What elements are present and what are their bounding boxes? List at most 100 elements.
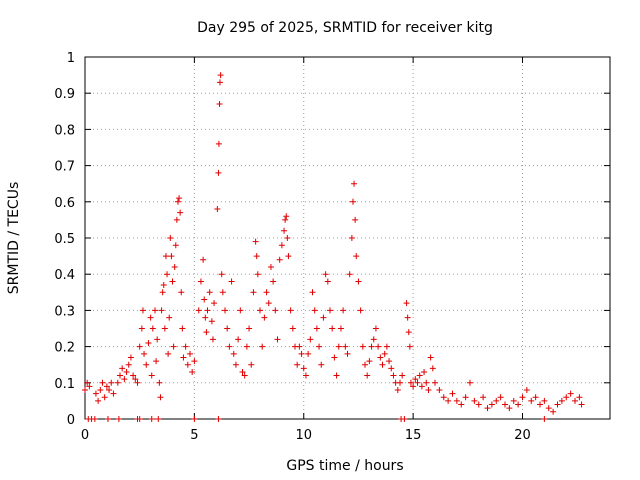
data-point <box>313 325 320 332</box>
data-point <box>143 361 150 368</box>
data-point <box>241 372 248 379</box>
data-point <box>201 296 208 303</box>
data-point <box>209 336 216 343</box>
data-point <box>148 372 155 379</box>
data-point <box>300 365 307 372</box>
data-point <box>103 383 110 390</box>
data-point <box>155 416 162 422</box>
y-tick-label: 0.5 <box>54 232 75 247</box>
data-point <box>327 307 333 314</box>
data-point <box>298 350 305 357</box>
y-axis-label: SRMTID / TECUs <box>6 182 22 295</box>
data-point <box>157 394 164 401</box>
x-tick-label: 20 <box>514 428 531 443</box>
data-point <box>287 307 294 314</box>
data-point <box>458 401 465 408</box>
x-axis-label: GPS time / hours <box>286 458 403 474</box>
data-point <box>270 278 277 285</box>
data-point <box>397 379 403 386</box>
data-point <box>335 343 342 350</box>
data-point <box>309 289 316 296</box>
data-point <box>366 358 373 365</box>
data-point <box>176 195 183 202</box>
data-point <box>104 416 111 422</box>
y-tick-label: 0.1 <box>54 377 75 392</box>
data-point <box>414 379 421 386</box>
data-point <box>493 397 500 404</box>
data-point <box>401 416 408 422</box>
data-point <box>235 336 242 343</box>
y-tick-label: 0.9 <box>54 87 75 102</box>
data-point <box>208 318 215 325</box>
data-point <box>272 307 279 314</box>
data-point <box>179 325 186 332</box>
data-point <box>484 405 491 412</box>
data-point <box>427 354 434 361</box>
data-point <box>453 397 460 404</box>
data-point <box>222 307 228 314</box>
data-point <box>381 350 388 357</box>
data-point <box>110 390 117 397</box>
y-tick-label: 0.7 <box>54 160 75 175</box>
data-point <box>170 343 177 350</box>
data-point <box>254 271 261 278</box>
data-point <box>182 343 189 350</box>
data-point <box>370 336 377 343</box>
grid-lines <box>85 57 610 419</box>
data-point <box>407 379 414 386</box>
data-point <box>217 72 224 79</box>
data-point <box>215 416 222 422</box>
data-point <box>180 354 187 361</box>
data-point <box>82 387 88 394</box>
data-point <box>171 263 178 270</box>
data-point <box>467 379 473 386</box>
y-tick-label: 1 <box>67 51 75 66</box>
data-point <box>429 365 436 372</box>
data-point <box>423 379 430 386</box>
data-point <box>307 336 314 343</box>
data-point <box>416 372 423 379</box>
data-point <box>184 361 191 368</box>
data-point <box>333 372 340 379</box>
data-point <box>211 300 218 307</box>
data-point <box>578 401 585 408</box>
data-point <box>252 238 259 245</box>
y-tick-label: 0.3 <box>54 304 75 319</box>
data-point <box>558 397 565 404</box>
data-point <box>475 401 482 408</box>
data-point <box>403 300 410 307</box>
data-point <box>237 307 244 314</box>
data-point <box>285 253 292 260</box>
data-point <box>253 253 260 260</box>
data-point <box>342 343 349 350</box>
data-point <box>324 278 331 285</box>
data-point <box>216 101 223 108</box>
data-point <box>340 307 347 314</box>
data-point <box>125 361 132 368</box>
plot-frame <box>84 56 611 420</box>
data-point <box>375 343 382 350</box>
data-point <box>357 307 364 314</box>
data-point <box>418 383 425 390</box>
data-point <box>215 169 222 176</box>
data-point <box>488 401 495 408</box>
data-point <box>191 416 198 422</box>
data-point <box>274 336 281 343</box>
data-point <box>359 343 366 350</box>
data-point <box>368 343 375 350</box>
data-point <box>462 394 469 401</box>
data-point <box>497 394 504 401</box>
data-point <box>353 253 360 260</box>
data-point <box>351 180 358 187</box>
data-point <box>202 314 209 321</box>
data-point <box>136 343 143 350</box>
data-point <box>449 390 456 397</box>
data-point <box>250 289 257 296</box>
data-point <box>554 401 561 408</box>
x-tick-labels: 0 5 10 15 20 <box>81 428 531 443</box>
x-tick-label: 10 <box>295 428 312 443</box>
data-point <box>425 387 432 394</box>
data-point <box>510 397 517 404</box>
data-point <box>158 307 165 314</box>
data-point <box>348 235 355 241</box>
